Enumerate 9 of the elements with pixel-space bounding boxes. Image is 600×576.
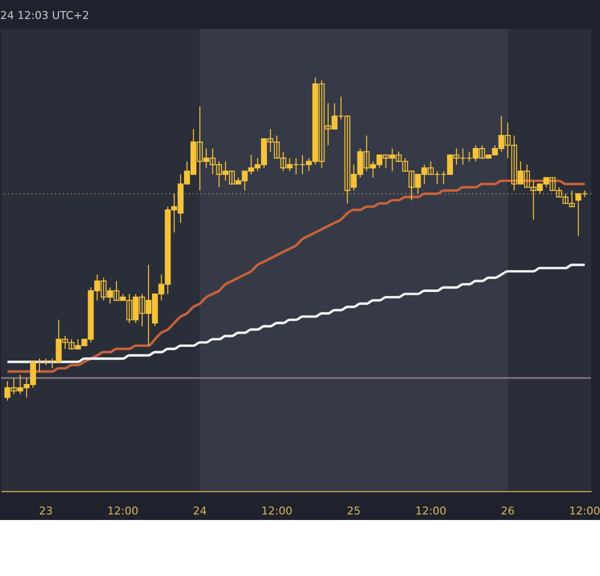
x-tick-label: 12:00 <box>107 504 139 518</box>
text: 24 12:03 UTC+2 <box>0 9 90 22</box>
x-tick-label: 24 <box>192 504 207 518</box>
x-tick-label: 25 <box>346 504 361 518</box>
x-tick-label: 12:00 <box>261 504 293 518</box>
x-tick-label: 26 <box>500 504 515 518</box>
x-tick-label: 23 <box>39 504 53 518</box>
x-tick-label: 12:00 <box>569 504 600 518</box>
x-tick-label: 12:00 <box>415 504 446 518</box>
